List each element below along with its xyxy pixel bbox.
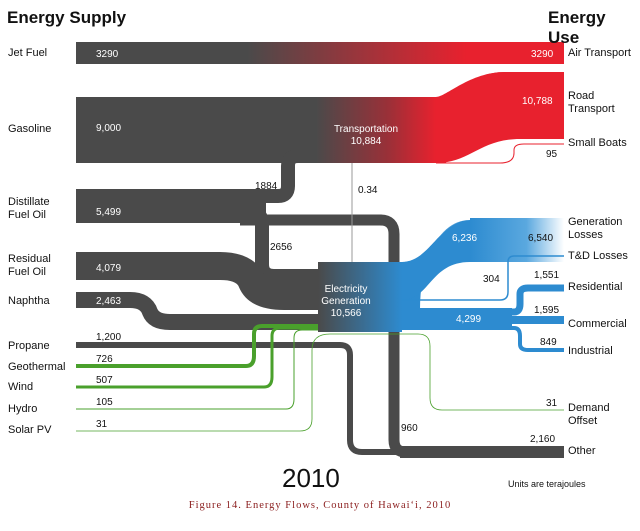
value-jet-fuel: 3290 xyxy=(96,49,119,60)
flow-residual xyxy=(76,252,318,310)
label-residual-line2: Fuel Oil xyxy=(8,266,46,278)
label-propane: Propane xyxy=(8,340,50,352)
electricity-hub-label-1: Electricity xyxy=(325,284,368,295)
label-gen-losses: Generation Losses xyxy=(568,216,622,242)
flow-industrial xyxy=(500,326,564,352)
label-industrial: Industrial xyxy=(568,345,613,357)
flow-jet-fuel xyxy=(76,42,564,64)
value-residual: 4,079 xyxy=(96,263,121,274)
electricity-hub-label-2: Generation xyxy=(321,296,370,307)
value-commercial: 1,595 xyxy=(534,305,559,316)
figure-caption: Figure 14. Energy Flows, County of Hawai… xyxy=(188,500,452,511)
value-hydro: 105 xyxy=(96,397,113,408)
value-industrial: 849 xyxy=(540,337,557,348)
value-propane: 1,200 xyxy=(96,332,121,343)
label-road-line1: Road xyxy=(568,90,595,102)
label-solar: Solar PV xyxy=(8,424,52,436)
value-boats: 95 xyxy=(546,149,558,160)
value-solar: 31 xyxy=(96,419,108,430)
flow-naphtha xyxy=(76,292,318,330)
label-demand-offset: Demand Offset xyxy=(568,402,610,428)
label-residual-line1: Residual xyxy=(8,253,51,265)
label-jet-fuel: Jet Fuel xyxy=(8,47,48,59)
label-demand-offset-line2: Offset xyxy=(568,415,598,427)
value-naphtha: 2,463 xyxy=(96,296,121,307)
label-small-boats: Small Boats xyxy=(568,137,627,149)
value-commercial-in: 4,299 xyxy=(456,314,481,325)
value-road: 10,788 xyxy=(522,96,553,107)
flow-wind xyxy=(76,326,318,389)
label-wind: Wind xyxy=(8,381,34,393)
flow-commercial xyxy=(512,316,564,324)
label-distillate: Distillate Fuel Oil xyxy=(8,196,50,222)
flow-small-boats xyxy=(436,143,564,164)
label-air-transport: Air Transport xyxy=(568,47,631,59)
flow-distillate-to-elec xyxy=(200,205,318,283)
flow-gen-losses xyxy=(402,220,564,310)
label-residual: Residual Fuel Oil xyxy=(8,253,51,279)
label-gen-losses-line1: Generation xyxy=(568,216,623,228)
label-distillate-line1: Distillate xyxy=(8,196,50,208)
value-geothermal: 726 xyxy=(96,354,113,365)
label-gasoline: Gasoline xyxy=(8,123,52,135)
use-header: Energy Use xyxy=(548,8,606,47)
label-road-transport: Road Transport xyxy=(568,90,615,116)
value-dist-to-elec: 2656 xyxy=(270,242,293,253)
label-commercial: Commercial xyxy=(568,318,627,330)
label-hydro: Hydro xyxy=(8,403,38,415)
value-other: 2,160 xyxy=(530,434,555,445)
value-air: 3290 xyxy=(531,49,554,60)
flow-gen-losses-out xyxy=(470,218,564,262)
transport-hub xyxy=(316,97,436,163)
label-other: Other xyxy=(568,445,596,457)
flow-gasoline xyxy=(76,97,316,163)
value-other-in: 960 xyxy=(401,423,418,434)
label-residential: Residential xyxy=(568,281,623,293)
flow-solar xyxy=(76,333,564,432)
flow-road-transport-main xyxy=(436,72,564,163)
flow-distillate-to-transport xyxy=(76,149,316,203)
electricity-hub xyxy=(318,262,402,332)
label-naphtha: Naphtha xyxy=(8,295,50,307)
label-distillate-line2: Fuel Oil xyxy=(8,209,46,221)
label-demand-offset-line1: Demand xyxy=(568,402,610,414)
value-wind: 507 xyxy=(96,375,113,386)
value-gen-loss-out: 6,540 xyxy=(528,233,553,244)
value-demand-offset: 31 xyxy=(546,398,558,409)
flow-geothermal xyxy=(76,324,318,368)
value-gasoline: 9,000 xyxy=(96,123,121,134)
flow-other-out xyxy=(400,446,564,458)
label-road-line2: Transport xyxy=(568,103,615,115)
transport-hub-label: Transportation xyxy=(334,124,398,135)
electricity-hub-value: 10,566 xyxy=(331,308,362,319)
value-residential: 1,551 xyxy=(534,270,559,281)
value-td: 304 xyxy=(483,274,500,285)
value-elec-to-transport: 0.34 xyxy=(358,185,378,196)
label-td-losses: T&D Losses xyxy=(568,250,628,262)
flow-residential xyxy=(500,284,564,316)
label-gen-losses-line2: Losses xyxy=(568,229,603,241)
flow-hydro xyxy=(76,329,318,410)
value-gen-loss-in: 6,236 xyxy=(452,233,477,244)
flow-commercial-trunk xyxy=(402,308,512,330)
value-distillate: 5,499 xyxy=(96,207,121,218)
supply-header: Energy Supply xyxy=(7,8,127,27)
flow-gen-losses-band xyxy=(402,220,470,300)
transport-hub-value: 10,884 xyxy=(351,136,382,147)
flow-td-losses xyxy=(402,255,564,301)
label-geothermal: Geothermal xyxy=(8,361,66,373)
value-dist-to-transport: 1884 xyxy=(255,181,278,192)
flow-propane xyxy=(76,342,564,455)
units-note: Units are terajoules xyxy=(508,479,586,489)
year-label: 2010 xyxy=(282,463,340,493)
